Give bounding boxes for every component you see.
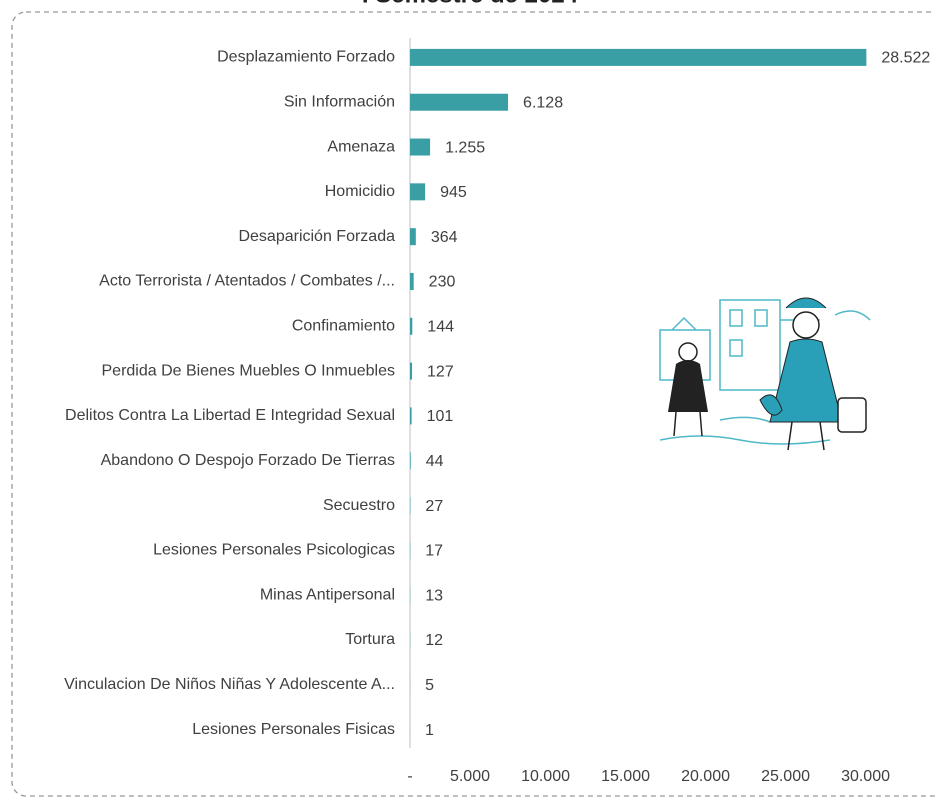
value-label: 17: [425, 543, 443, 560]
bar: [410, 48, 867, 66]
x-tick-label: 30.000: [841, 768, 890, 785]
y-tick-label: Sin Información: [284, 93, 395, 110]
bar: [410, 183, 426, 201]
value-label: 1: [425, 722, 434, 739]
bar: [410, 317, 413, 335]
value-label: 6.128: [523, 94, 563, 111]
value-label: 101: [427, 408, 454, 425]
y-tick-label: Vinculacion De Niños Niñas Y Adolescente…: [64, 676, 395, 693]
chart-title: I Semestre de 2024: [362, 0, 579, 8]
value-label: 144: [427, 319, 454, 336]
y-tick-label: Amenaza: [327, 138, 395, 155]
x-tick-label: 10.000: [521, 768, 570, 785]
x-tick-label: -: [407, 768, 412, 785]
y-tick-label: Desaparición Forzada: [238, 228, 395, 245]
bar: [410, 93, 509, 111]
bar: [410, 452, 411, 470]
value-label: 945: [440, 184, 467, 201]
y-tick-label: Minas Antipersonal: [260, 586, 395, 603]
x-tick-label: 20.000: [681, 768, 730, 785]
bar: [410, 228, 416, 246]
x-tick-label: 25.000: [761, 768, 810, 785]
value-label: 364: [431, 229, 458, 246]
value-label: 230: [429, 274, 456, 291]
x-tick-label: 5.000: [450, 768, 490, 785]
value-label: 44: [426, 453, 444, 470]
y-tick-label: Secuestro: [323, 497, 395, 514]
y-tick-label: Delitos Contra La Libertad E Integridad …: [65, 407, 395, 424]
y-tick-label: Tortura: [345, 631, 395, 648]
y-tick-label: Confinamiento: [292, 318, 395, 335]
value-label: 127: [427, 363, 454, 380]
y-tick-label: Lesiones Personales Fisicas: [192, 721, 395, 738]
value-label: 27: [425, 498, 443, 515]
value-label: 5: [425, 677, 434, 694]
frame: [11, 11, 935, 797]
bar: [410, 138, 431, 156]
y-tick-label: Abandono O Despojo Forzado De Tierras: [101, 452, 395, 469]
value-label: 13: [425, 587, 443, 604]
illustration: [659, 297, 871, 451]
y-tick-label: Homicidio: [325, 183, 395, 200]
y-tick-label: Desplazamiento Forzado: [217, 49, 395, 66]
y-tick-label: Lesiones Personales Psicologicas: [153, 542, 395, 559]
value-label: 12: [425, 632, 443, 649]
bar: [410, 272, 414, 290]
y-tick-label: Perdida De Bienes Muebles O Inmuebles: [102, 362, 396, 379]
value-label: 1.255: [445, 139, 485, 156]
bar: [410, 407, 412, 425]
bar: [410, 362, 413, 380]
value-label: 28.522: [881, 50, 930, 67]
y-tick-label: Acto Terrorista / Atentados / Combates /…: [99, 273, 395, 290]
x-tick-label: 15.000: [601, 768, 650, 785]
